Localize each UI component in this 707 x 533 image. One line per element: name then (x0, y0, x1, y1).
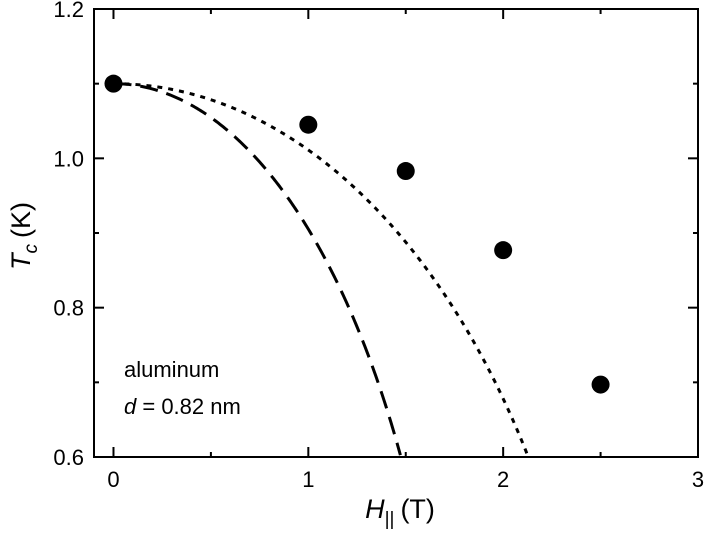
x-tick-label: 2 (497, 467, 509, 492)
y-axis-symbol: T (6, 251, 36, 270)
thickness-label: d = 0.82 nm (124, 394, 241, 419)
thickness-symbol: d (124, 394, 137, 419)
tick-labels: 0 1 2 3 0.6 0.8 1.0 1.2 (53, 0, 704, 492)
short-dash-fit-curve (113, 82, 529, 456)
y-tick-label: 1.0 (53, 146, 84, 171)
x-tick-label: 1 (302, 467, 314, 492)
y-tick-label: 0.8 (53, 296, 84, 321)
data-point (591, 375, 610, 394)
x-axis-symbol: H (365, 494, 385, 524)
long-dash-fit-curve (113, 82, 402, 456)
y-axis-subscript: c (21, 244, 42, 254)
material-label: aluminum (124, 357, 219, 382)
y-axis-unit: (K) (6, 202, 36, 238)
data-point (494, 241, 513, 260)
fit-curves (113, 82, 529, 456)
axis-ticks (94, 8, 699, 458)
data-point (104, 74, 123, 93)
x-axis-unit: (T) (400, 494, 434, 524)
data-points (104, 74, 610, 394)
y-axis-title: Tc (K) (6, 202, 42, 270)
x-axis-title: H|| (T) (365, 494, 435, 530)
y-tick-label: 0.6 (53, 445, 84, 470)
x-axis-subscript: || (385, 509, 395, 530)
y-tick-label: 1.2 (53, 0, 84, 22)
data-point (396, 162, 415, 181)
data-point (299, 115, 318, 134)
x-tick-label: 0 (107, 467, 119, 492)
x-tick-label: 3 (692, 467, 704, 492)
thickness-value: = 0.82 nm (136, 394, 241, 419)
